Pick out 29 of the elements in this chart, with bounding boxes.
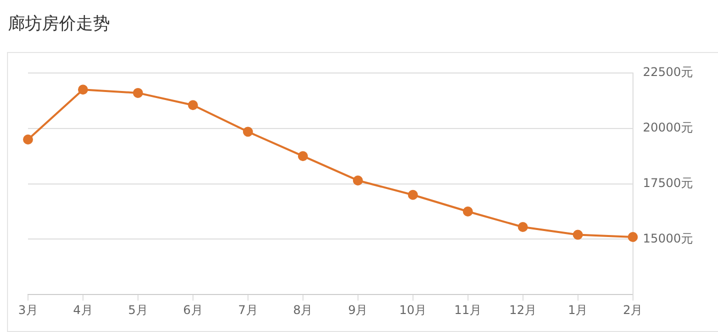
x-tick-label: 8月 — [293, 302, 313, 317]
x-tick-label: 10月 — [399, 302, 427, 317]
x-tick-label: 12月 — [509, 302, 536, 317]
chart-title: 廊坊房价走势 — [8, 13, 110, 35]
point — [518, 222, 528, 232]
point — [23, 134, 33, 144]
point — [628, 232, 638, 242]
x-tick-label: 3月 — [18, 302, 38, 317]
x-tick-label: 4月 — [73, 302, 93, 317]
y-tick-label: 22500元 — [642, 65, 694, 80]
y-tick-label: 17500元 — [642, 176, 694, 190]
point — [132, 88, 143, 98]
point — [462, 206, 473, 216]
x-tick-label: 7月 — [238, 302, 258, 317]
x-tick-label: 5月 — [128, 302, 148, 317]
x-tick-label: 1月 — [568, 302, 588, 317]
point — [408, 190, 418, 200]
point — [298, 151, 308, 162]
point — [352, 175, 363, 186]
y-tick-label: 20000元 — [642, 120, 694, 135]
y-tick-label: 15000元 — [642, 231, 694, 246]
point — [188, 100, 198, 110]
x-tick-label: 6月 — [183, 302, 203, 317]
point — [78, 84, 88, 95]
x-tick-label: 2月 — [623, 302, 643, 317]
x-tick-label: 9月 — [348, 302, 368, 317]
point — [572, 230, 583, 240]
point — [242, 126, 253, 137]
x-tick-label: 11月 — [454, 302, 482, 317]
